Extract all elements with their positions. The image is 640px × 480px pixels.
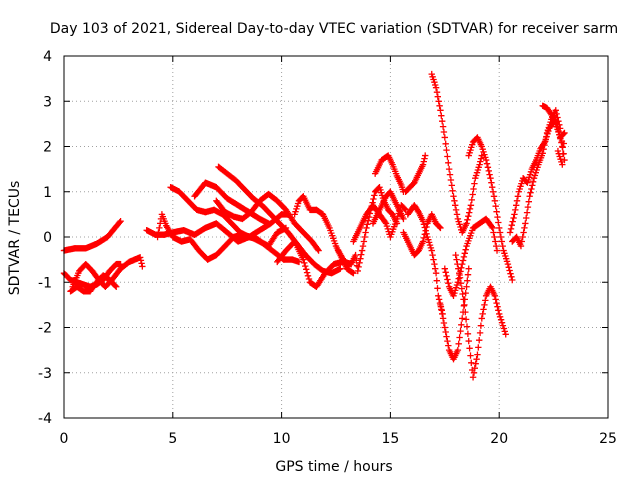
x-tick-label: 20	[490, 431, 508, 447]
data-point	[474, 351, 481, 358]
data-point	[139, 263, 146, 270]
x-tick-label: 0	[60, 431, 69, 447]
data-point	[465, 337, 472, 345]
x-tick-label: 10	[273, 431, 291, 447]
data-point	[491, 197, 499, 204]
data-point	[445, 165, 453, 173]
y-tick-label: 1	[43, 185, 52, 201]
data-point	[463, 283, 470, 290]
x-tick-label: 25	[599, 431, 617, 447]
y-tick-label: -3	[38, 366, 52, 382]
data-point	[496, 224, 503, 232]
data-point	[506, 229, 514, 236]
data-point	[452, 251, 459, 259]
data-point	[435, 292, 442, 300]
data-point	[465, 265, 472, 272]
plot-frame	[63, 55, 609, 419]
data-point-trail	[61, 73, 567, 376]
data-point	[502, 331, 509, 338]
data-point	[467, 202, 475, 209]
y-tick-label: -1	[38, 275, 52, 291]
x-tick-labels: 0 5 10 15 20 25	[60, 431, 617, 447]
y-tick-label: -4	[38, 411, 52, 427]
data-point	[354, 267, 361, 275]
data-point	[441, 324, 448, 331]
data-point	[441, 134, 448, 141]
y-tick-label: 2	[43, 140, 52, 156]
data-point	[363, 224, 370, 232]
data-point	[496, 310, 503, 318]
data-point	[441, 265, 448, 272]
y-axis-label: SDTVAR / TECUs	[7, 181, 23, 296]
x-tick-label: 15	[381, 431, 399, 447]
data-point	[511, 211, 518, 218]
data-point	[493, 247, 501, 254]
data-point	[526, 193, 533, 200]
data-point	[422, 152, 429, 159]
data-point	[437, 107, 444, 114]
data-point	[432, 270, 440, 277]
y-tick-label: 0	[43, 230, 52, 246]
data-point	[450, 193, 457, 200]
data-point	[487, 174, 494, 182]
data-point	[459, 315, 466, 322]
data-point	[522, 220, 529, 227]
data-point	[358, 247, 366, 254]
y-tick-label: -2	[38, 321, 52, 337]
data-point	[509, 276, 516, 284]
y-tick-label: 3	[43, 94, 52, 110]
x-tick-label: 5	[168, 431, 177, 447]
data-points	[60, 70, 568, 381]
chart-title: Day 103 of 2021, Sidereal Day-to-day VTE…	[50, 21, 618, 37]
x-axis-label: GPS time / hours	[275, 459, 392, 475]
data-point	[469, 374, 477, 381]
y-tick-labels: -4 -3 -2 -1 0 1 2 3 4	[38, 49, 52, 427]
data-point	[478, 315, 485, 322]
y-tick-label: 4	[43, 49, 52, 65]
